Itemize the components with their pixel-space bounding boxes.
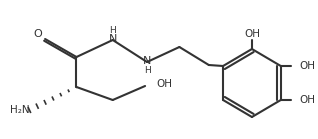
Text: OH: OH [157,79,173,89]
Text: OH: OH [300,95,315,105]
Text: H₂N: H₂N [10,105,30,115]
Text: OH: OH [300,61,315,71]
Text: N: N [108,34,117,44]
Text: O: O [34,29,43,39]
Text: H: H [144,65,150,75]
Text: N: N [143,56,151,66]
Text: OH: OH [244,29,260,39]
Text: H: H [109,25,116,34]
